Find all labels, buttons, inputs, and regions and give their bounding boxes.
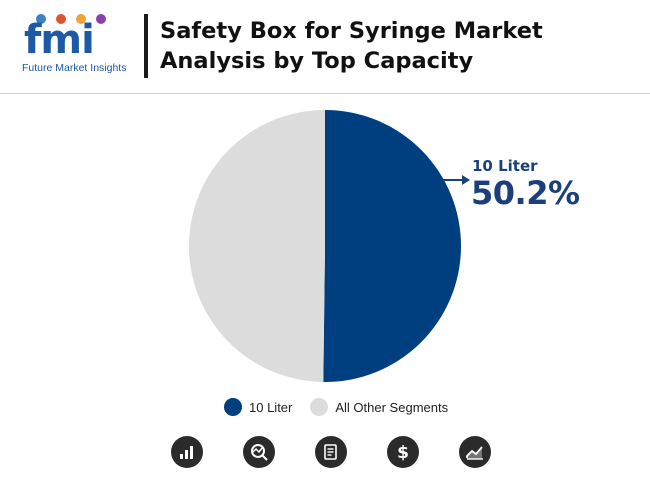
legend-item-10-liter: 10 Liter (224, 398, 292, 416)
pie-slice-10-liter (323, 110, 462, 383)
magnifier-chart-icon[interactable] (243, 436, 275, 468)
header: fmi Future Market Insights Safety Box fo… (0, 0, 650, 94)
callout-label: 10 Liter (472, 157, 538, 175)
pie-chart (189, 110, 470, 383)
pie-slice-all-other-segments (189, 110, 325, 382)
legend-swatch-10-liter (224, 398, 242, 416)
legend-swatch-other (310, 398, 329, 416)
legend-label-10-liter: 10 Liter (249, 399, 293, 415)
bar-chart-icon[interactable] (171, 436, 203, 468)
logo-word: fmi (24, 17, 95, 63)
legend-label-other: All Other Segments (335, 399, 449, 415)
legend-item-other: All Other Segments (310, 398, 448, 416)
page-title: Safety Box for Syringe Market Analysis b… (160, 18, 543, 74)
footer-icons: $ (0, 436, 650, 472)
svg-text:$: $ (397, 443, 409, 462)
trend-chart-icon[interactable] (459, 436, 491, 468)
report-icon[interactable] (315, 436, 347, 468)
callout-arrow-head (462, 175, 470, 185)
legend: 10 Liter All Other Segments (224, 396, 466, 418)
logo-tagline: Future Market Insights (22, 62, 127, 74)
callout-value: 50.2% (471, 174, 580, 212)
header-rule (0, 93, 650, 94)
logo-icons (32, 12, 112, 26)
dollar-icon[interactable]: $ (387, 436, 419, 468)
fmi-logo: fmi Future Market Insights (22, 12, 142, 78)
chart-area: 10 Liter 50.2% 10 Liter All Other Segmen… (0, 94, 650, 480)
header-divider (144, 14, 148, 78)
